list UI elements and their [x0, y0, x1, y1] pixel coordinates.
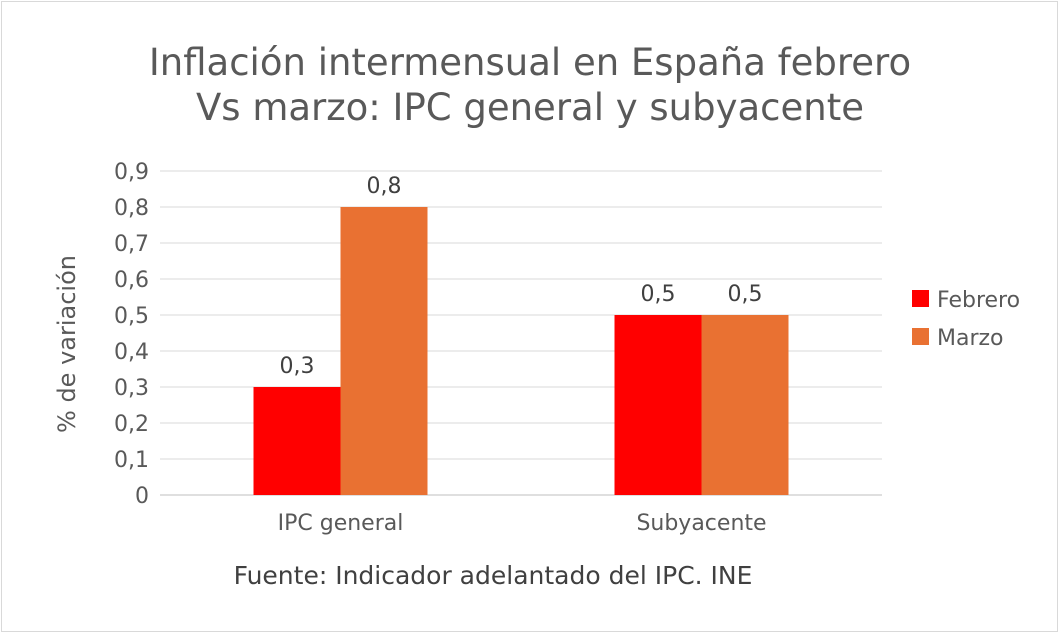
- bar: [614, 315, 702, 495]
- x-axis-label: Fuente: Indicador adelantado del IPC. IN…: [234, 561, 753, 590]
- y-tick-label: 0,2: [114, 412, 149, 437]
- y-tick-label: 0,3: [114, 376, 149, 401]
- y-tick-label: 0,9: [114, 160, 149, 185]
- x-tick-label: IPC general: [278, 511, 404, 536]
- bar: [253, 387, 341, 495]
- legend-swatch: [912, 290, 929, 307]
- data-label: 0,5: [641, 282, 676, 307]
- y-tick-label: 0,5: [114, 304, 149, 329]
- legend-label: Marzo: [937, 326, 1004, 351]
- data-label: 0,8: [367, 174, 402, 199]
- y-tick-label: 0,1: [114, 448, 149, 473]
- y-axis-label: % de variación: [53, 255, 81, 433]
- y-tick-label: 0,7: [114, 232, 149, 257]
- x-tick-label: Subyacente: [636, 511, 766, 536]
- bar: [701, 315, 789, 495]
- y-tick-label: 0,8: [114, 196, 149, 221]
- chart-title-line-2: Vs marzo: IPC general y subyacente: [196, 86, 864, 129]
- data-label: 0,5: [728, 282, 763, 307]
- legend-swatch: [912, 328, 929, 345]
- chart-title-line-1: Inflación intermensual en España febrero: [149, 41, 911, 84]
- y-tick-label: 0,4: [114, 340, 149, 365]
- legend-label: Febrero: [937, 288, 1020, 313]
- y-tick-label: 0: [135, 484, 149, 509]
- data-label: 0,3: [280, 354, 315, 379]
- bar: [340, 207, 428, 495]
- y-tick-label: 0,6: [114, 268, 149, 293]
